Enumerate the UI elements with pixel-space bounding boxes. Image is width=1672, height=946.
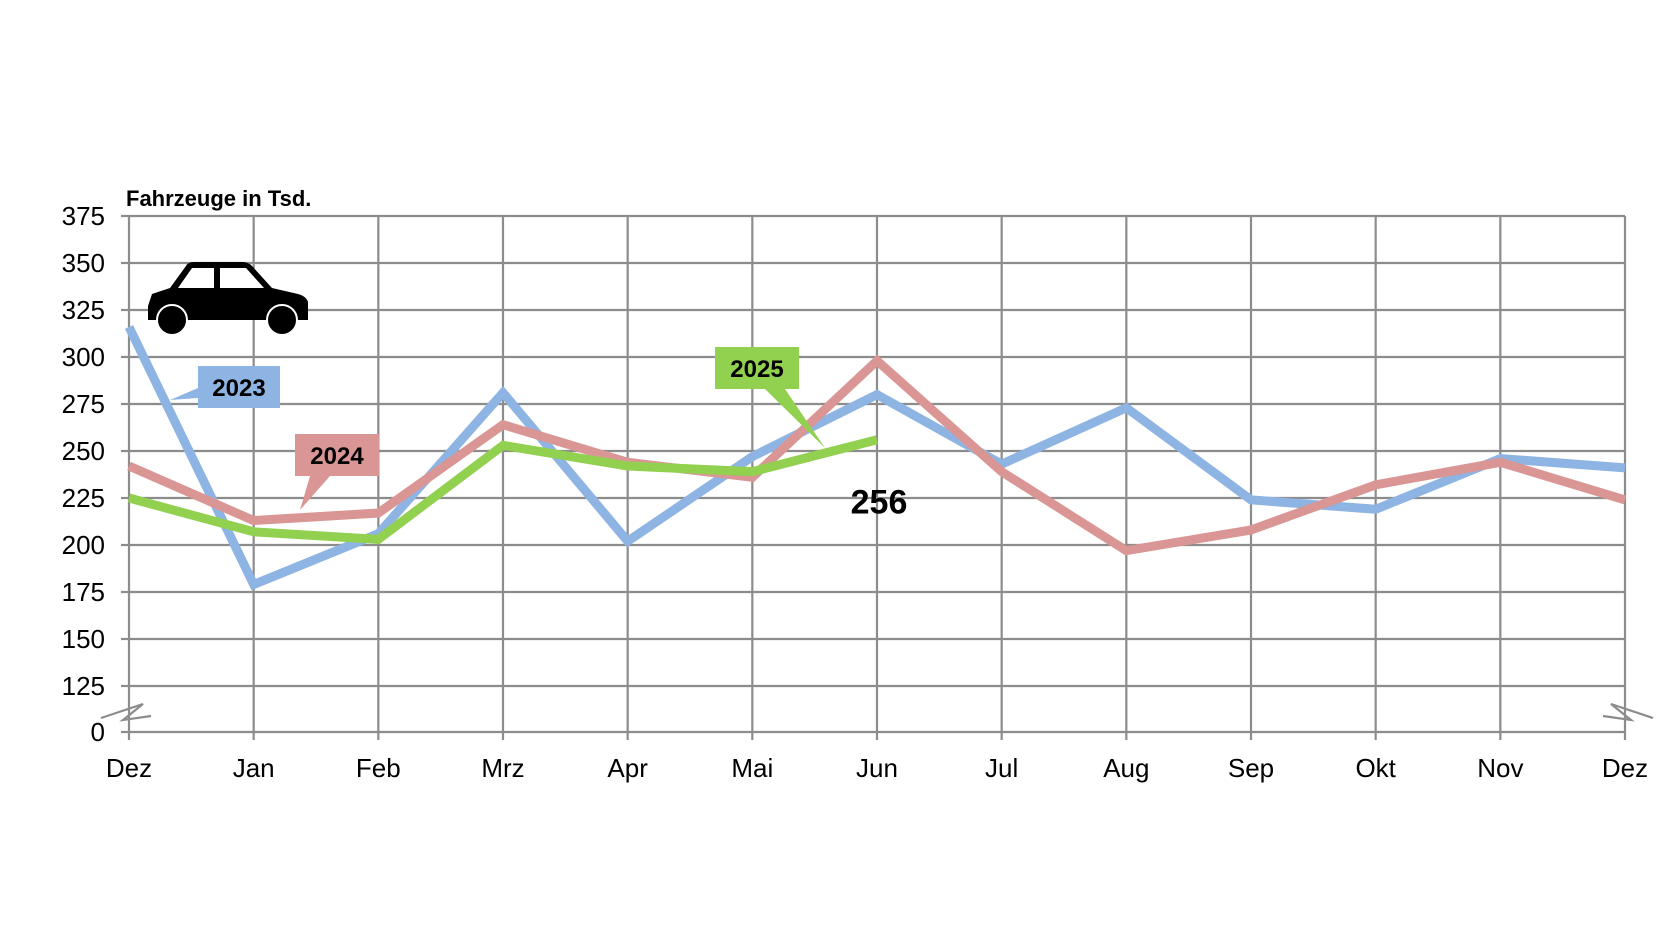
series-lines: [124, 324, 1627, 591]
x-tick-label: Jan: [233, 753, 275, 783]
callout-label: 2023: [212, 375, 265, 402]
axis-break-mark: [1602, 702, 1654, 722]
y-tick-label: 150: [62, 624, 105, 654]
callout-pointer: [300, 476, 330, 510]
y-tick-label: 300: [62, 342, 105, 372]
x-tick-label: Nov: [1477, 753, 1523, 783]
callout-box: [295, 434, 379, 476]
y-tick-label: 350: [62, 248, 105, 278]
y-tick-label: 375: [62, 201, 105, 231]
x-tick-label: Apr: [607, 753, 648, 783]
value-label-2025: 256: [851, 484, 908, 522]
x-axis-ticks: Dez Jan Feb Mrz Apr Mai Jun Jul Aug Sep Okt Nov Dez: [106, 753, 1648, 783]
series-callouts: 2023 2024 2025: [170, 347, 825, 510]
x-tick-label: Dez: [106, 753, 152, 783]
callout-pointer: [765, 389, 825, 448]
y-tick-label: 250: [62, 436, 105, 466]
y-axis-ticks: 0 125 150 175 200 225 250 275 300 325 350 375: [62, 201, 105, 747]
callout-2024: 2024: [295, 434, 379, 510]
x-tick-label: Jul: [985, 753, 1018, 783]
x-tick-label: Sep: [1228, 753, 1274, 783]
series-line-2024: [127, 354, 1627, 556]
y-tick-label: 200: [62, 530, 105, 560]
y-tick-label: 125: [62, 671, 105, 701]
axis-break-mark: [100, 702, 152, 722]
x-tick-label: Mai: [731, 753, 773, 783]
y-axis-label: Fahrzeuge in Tsd.: [126, 186, 311, 211]
x-tick-label: Dez: [1602, 753, 1648, 783]
series-line-2023: [124, 324, 1626, 591]
callout-box: [198, 366, 280, 408]
x-tick-label: Okt: [1355, 753, 1396, 783]
x-tick-label: Mrz: [481, 753, 524, 783]
y-tick-label: 275: [62, 389, 105, 419]
y-tick-label: 0: [91, 717, 105, 747]
y-tick-label: 325: [62, 295, 105, 325]
callout-pointer: [170, 388, 198, 400]
y-tick-label: 175: [62, 577, 105, 607]
callout-label: 2024: [310, 443, 364, 470]
x-tick-label: Jun: [856, 753, 898, 783]
x-tick-label: Aug: [1103, 753, 1149, 783]
callout-2025: 2025: [715, 347, 825, 448]
car-icon: [148, 262, 308, 336]
callout-box: [715, 347, 799, 389]
y-tick-label: 225: [62, 483, 105, 513]
x-tick-label: Feb: [356, 753, 401, 783]
callout-label: 2025: [730, 356, 783, 383]
series-line-2025: [127, 435, 879, 544]
callout-2023: 2023: [170, 366, 280, 408]
